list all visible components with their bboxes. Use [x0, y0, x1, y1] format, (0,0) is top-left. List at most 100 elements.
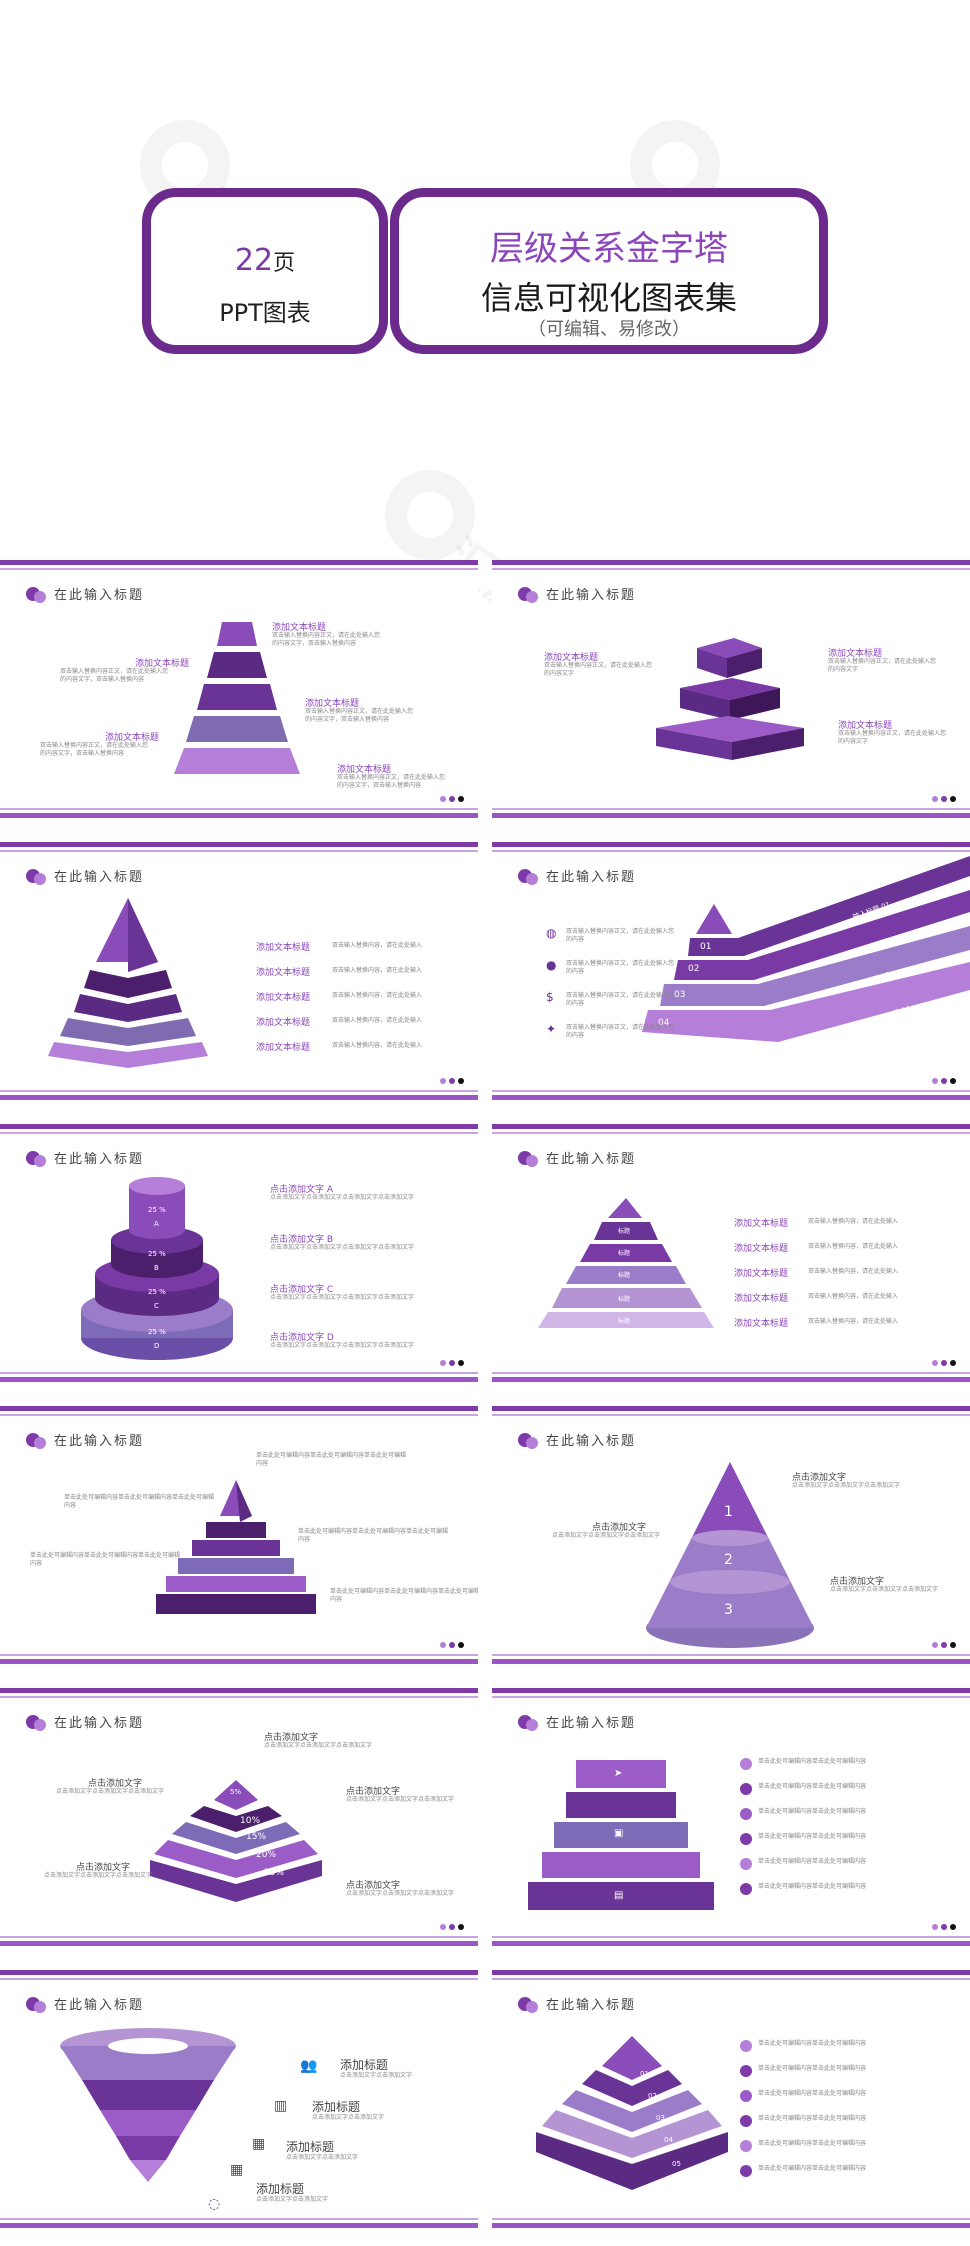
- ribbon-pyramid-chart: [538, 1198, 714, 1328]
- slide-11[interactable]: 在此输入标题 👥 ▥ ▦ ▦ ◌ 添加标题 点击添加文字点击添加文字 添加标题 …: [0, 1970, 478, 2228]
- label-4: 点击添加文字: [76, 1863, 131, 1873]
- body-4: 单击此处可编辑内容单击此处可编辑内容: [758, 1833, 867, 1840]
- slide-title: 在此输入标题: [26, 1994, 144, 2013]
- bullet-dot: [740, 2040, 752, 2052]
- label-5: 点击添加文字: [346, 1881, 401, 1891]
- body-1: 双击输入替换内容正文，请在此处输入您的内容文字: [544, 662, 653, 677]
- body-5: 双击输入替换内容，请在此处输入: [808, 1318, 899, 1325]
- body-4: 点击添加文字点击添加文字: [256, 2196, 329, 2203]
- cover-title-box: 层级关系金字塔 信息可视化图表集 （可编辑、易修改）: [390, 188, 828, 354]
- step-02: 02: [688, 964, 700, 974]
- label-3: 添加文本标题: [734, 1269, 789, 1279]
- label-d: 点击添加文字 D: [270, 1333, 334, 1343]
- body-4: 点击添加文字点击添加文字点击添加文字: [44, 1872, 153, 1879]
- body-6: 单击此处可编辑内容单击此处可编辑内容: [758, 1883, 867, 1890]
- slide-5[interactable]: 在此输入标题 25 % A 25 % B 25 % C 25 % D 点击添加文…: [0, 1124, 478, 1382]
- label-1: 点击添加文字: [792, 1473, 847, 1483]
- slide-title: 在此输入标题: [518, 1712, 636, 1731]
- body-2: 点击添加文字点击添加文字点击添加文字: [552, 1532, 661, 1539]
- body-1: 点击添加文字点击添加文字: [340, 2072, 413, 2079]
- label-a: 点击添加文字 A: [270, 1185, 334, 1195]
- body-a: 点击添加文字点击添加文字点击添加文字点击添加文字: [270, 1194, 415, 1201]
- slide-12[interactable]: 在此输入标题 01 02 03 04 05 单击此处可编辑内容单击此处可编辑内容…: [492, 1970, 970, 2228]
- body-1: 单击此处可编辑内容单击此处可编辑内容: [758, 2040, 867, 2047]
- tier-label-5: 标题: [618, 1318, 631, 1325]
- slide-10[interactable]: 在此输入标题 ➤ ▣ ▤ 单击此处可编辑内容单击此处可编辑内容 单击此处可编辑内…: [492, 1688, 970, 1946]
- body-1: 双击输入替换内容，请在此处输入: [332, 942, 423, 949]
- label-1: 添加文本标题: [272, 623, 327, 633]
- label-3: 点击添加文字: [830, 1577, 885, 1587]
- label-3: 添加文本标题: [838, 721, 893, 731]
- body-4: 双击输入替换内容正文，请在此处输入您的内容文字，双击输入替换内容: [40, 742, 149, 757]
- slide-6[interactable]: 在此输入标题 标题 标题 标题 标题 标题 添加文本标题 添加文本标题 添加文本…: [492, 1124, 970, 1382]
- body-5: 单击此处可编辑内容单击此处可编辑内容: [758, 2140, 867, 2147]
- body-2: 双击输入替换内容，请在此处输入: [332, 967, 423, 974]
- slide-8[interactable]: 在此输入标题 1 2 3 点击添加文字 点击添加文字点击添加文字点击添加文字 点…: [492, 1406, 970, 1664]
- wallet-icon: ▣: [614, 1828, 624, 1839]
- body-3: 双击输入替换内容正文，请在此处输入您的内容文字: [838, 730, 947, 745]
- label-5: 添加文本标题: [256, 1043, 311, 1053]
- bullet-dot: [740, 1858, 752, 1870]
- step-03: 03: [674, 990, 686, 1000]
- body-2: 双击输入替换内容，请在此处输入: [808, 1243, 899, 1250]
- slide-1[interactable]: 在此输入标题 添加文本标题 双击输入替换内容正文，请在此处输入您的内容文字，双击…: [0, 560, 478, 818]
- body-4: 双击输入替换内容正文，请在此处输入您的内容: [566, 1024, 675, 1039]
- square-pyramid-chart: [150, 1780, 322, 1902]
- tier-label-1: 标题: [618, 1228, 631, 1235]
- money-bag-icon: $: [546, 990, 554, 1004]
- slide-3[interactable]: 在此输入标题 添加文本标题 添加文本标题 添加文本标题 添加文本标题 添加文本标…: [0, 842, 478, 1100]
- tier-label-3: 标题: [618, 1272, 631, 1279]
- label-b: 点击添加文字 B: [270, 1235, 334, 1245]
- slide-title: 在此输入标题: [518, 1430, 636, 1449]
- label-2: 点击添加文字: [592, 1523, 647, 1533]
- tier-label-4: 标题: [618, 1296, 631, 1303]
- label-3: 添加文本标题: [305, 699, 360, 709]
- bullet-dot: [740, 2115, 752, 2127]
- slide-title: 在此输入标题: [518, 584, 636, 603]
- body-1: 双击输入替换内容正文，请在此处输入您的内容: [566, 928, 675, 943]
- slide-title: 在此输入标题: [26, 866, 144, 885]
- label-4: 添加文本标题: [734, 1294, 789, 1304]
- body-3: 点击添加文字点击添加文字点击添加文字: [346, 1796, 455, 1803]
- bullet-dot: [740, 1758, 752, 1770]
- slide-9[interactable]: 在此输入标题 5% 10% 15% 20% 25% 点击添加文字 点击添加文字点…: [0, 1688, 478, 1946]
- pct-4: 20%: [256, 1850, 277, 1860]
- calendar-icon: ▦: [230, 2162, 244, 2178]
- body-d: 点击添加文字点击添加文字点击添加文字点击添加文字: [270, 1342, 415, 1349]
- inverted-funnel-chart: [60, 2028, 236, 2182]
- body-2: 双击输入替换内容正文，请在此处输入您的内容文字，双击输入替换内容: [60, 668, 169, 683]
- pct-2: 10%: [240, 1816, 261, 1826]
- step-02: 02: [648, 2092, 657, 2100]
- tier-a-letter: A: [154, 1220, 159, 1228]
- ppt-label: PPT图表: [219, 299, 311, 327]
- cover-title: 层级关系金字塔: [490, 229, 728, 269]
- body-4: 双击输入替换内容，请在此处输入: [332, 1017, 423, 1024]
- slide-2[interactable]: 在此输入标题 添加文本标题 双击输入替换内容正文，请在此处输入您的内容文字 添加…: [492, 560, 970, 818]
- pct-5: 25%: [264, 1868, 285, 1878]
- bullet-dot: [740, 2090, 752, 2102]
- label-2: 添加文本标题: [135, 659, 190, 669]
- slide-title: 在此输入标题: [26, 1148, 144, 1167]
- body-1: 点击添加文字点击添加文字点击添加文字: [264, 1742, 373, 1749]
- slide-7[interactable]: 在此输入标题 单击此处可编辑内容单击此处可编辑内容单击此处可编辑内容 单击此处可…: [0, 1406, 478, 1664]
- step-04: 04: [658, 1018, 670, 1028]
- paper-plane-icon: ➤: [614, 1768, 623, 1779]
- cover-note: （可编辑、易修改）: [528, 319, 690, 340]
- tier-c-pct: 25 %: [148, 1288, 166, 1296]
- bullet-dot: [740, 2065, 752, 2077]
- slide-4[interactable]: 在此输入标题 01 02 03 04 输入标题 01 输入标题 02 输入标题 …: [492, 842, 970, 1100]
- slide-title: 在此输入标题: [26, 1430, 144, 1449]
- step-03: 03: [656, 2114, 665, 2122]
- globe-icon: ◍: [546, 926, 557, 940]
- slide-title: 在此输入标题: [518, 866, 636, 885]
- label-4: 添加文本标题: [256, 1018, 311, 1028]
- body-3: 双击输入替换内容正文，请在此处输入您的内容: [566, 992, 675, 1007]
- label-c: 点击添加文字 C: [270, 1285, 334, 1295]
- label-2: 点击添加文字: [88, 1779, 143, 1789]
- body-5: 双击输入替换内容，请在此处输入: [332, 1042, 423, 1049]
- slide-title: 在此输入标题: [26, 1712, 144, 1731]
- pyramid-3d-chart: [48, 898, 208, 1068]
- team-icon: 👥: [300, 2058, 318, 2074]
- tier-label-2: 标题: [618, 1250, 631, 1257]
- label-1: 点击添加文字: [264, 1733, 319, 1743]
